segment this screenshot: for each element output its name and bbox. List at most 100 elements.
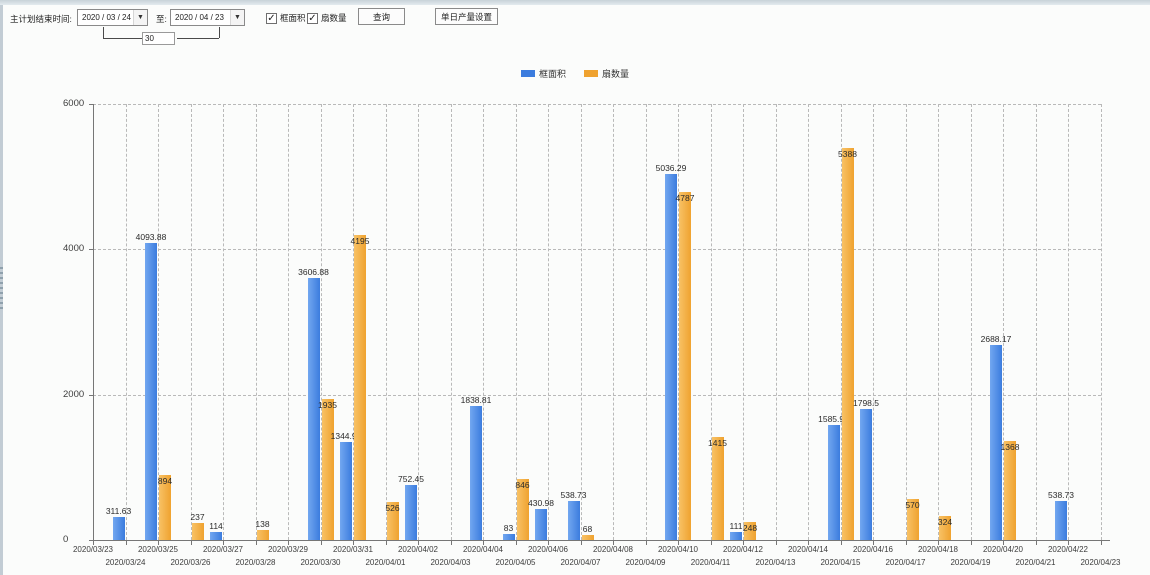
bar-frame_area (567, 500, 580, 540)
legend-label-frame_area: 框面积 (538, 69, 566, 79)
x-axis-label: 2020/04/12 (722, 545, 764, 554)
bar-value-label: 83 (503, 522, 514, 533)
bar-fan_count (906, 498, 919, 540)
x-gridline (1003, 104, 1004, 540)
fan-count-checkbox[interactable]: ✓ 扇数量 (307, 12, 347, 24)
bar-value-label: 1368 (1000, 441, 1020, 452)
x-gridline (905, 104, 907, 540)
y-tick (89, 249, 93, 251)
frame-area-checkbox-label: 框面积 (280, 13, 306, 23)
bar-fan_count (581, 535, 594, 540)
y-gridline (93, 104, 1101, 105)
x-tick (970, 541, 972, 545)
x-gridline (515, 104, 517, 540)
y-gridline (93, 394, 1101, 396)
bar-value-label: 114 (209, 520, 223, 531)
x-axis-label: 2020/03/23 (72, 545, 114, 554)
x-gridline (970, 104, 972, 540)
date-from-select[interactable]: 2020 / 03 / 24 ▼ (77, 9, 148, 26)
x-tick (1003, 541, 1004, 545)
bar-fan_count (386, 501, 399, 540)
x-tick (743, 541, 744, 545)
x-tick (613, 541, 614, 545)
x-axis-label: 2020/04/17 (885, 558, 926, 567)
bar-fan_count (679, 192, 691, 540)
x-gridline (775, 104, 777, 540)
bar-value-label: 1935 (318, 400, 337, 411)
x-gridline (808, 104, 809, 540)
x-gridline (255, 104, 257, 540)
x-axis-label: 2020/04/19 (950, 558, 991, 567)
bar-value-label: 538.73 (1048, 489, 1074, 500)
bar-frame_area (145, 242, 157, 540)
days-offset-input[interactable] (142, 32, 175, 45)
y-gridline (93, 249, 1101, 251)
x-axis-label: 2020/04/13 (755, 558, 796, 567)
bar-frame_area (405, 485, 417, 540)
bar-value-label: 430.98 (528, 497, 554, 508)
x-axis-label: 2020/03/31 (332, 545, 374, 554)
x-gridline (418, 104, 419, 540)
bar-value-label: 68 (582, 524, 593, 535)
x-gridline (353, 104, 354, 540)
x-axis-line (90, 540, 1110, 541)
x-axis-label: 2020/04/18 (917, 545, 959, 554)
x-axis-label: 2020/04/03 (430, 558, 471, 567)
x-axis-label: 2020/04/11 (690, 558, 731, 567)
x-gridline (580, 104, 582, 540)
bar-fan_count (321, 399, 334, 540)
x-axis-label: 2020/04/05 (495, 558, 536, 567)
bar-value-label: 248 (742, 522, 758, 533)
x-tick (288, 541, 289, 545)
bar-value-label: 1344.95 (330, 431, 362, 442)
bar-frame_area (112, 517, 125, 540)
x-gridline (678, 104, 679, 540)
bar-value-label: 237 (190, 511, 205, 522)
bar-value-label: 846 (515, 479, 530, 490)
x-gridline (158, 104, 159, 540)
dropdown-arrow-icon[interactable]: ▼ (133, 10, 147, 25)
x-tick (580, 541, 582, 545)
splitter-grip-icon (0, 267, 3, 311)
fan-count-checkbox-label: 扇数量 (321, 13, 347, 23)
bar-frame_area (535, 508, 547, 540)
bar-value-label: 5036.29 (655, 163, 687, 174)
to-label: 至: (156, 14, 167, 24)
x-axis-label: 2020/03/28 (235, 558, 276, 567)
bar-value-label: 752.45 (398, 474, 424, 485)
x-tick (320, 541, 322, 545)
bar-frame_area (340, 442, 352, 540)
x-axis-label: 2020/04/21 (1015, 558, 1056, 567)
frame-area-checkbox[interactable]: ✓ 框面积 (266, 12, 306, 24)
x-gridline (548, 104, 549, 540)
x-gridline (1100, 104, 1102, 540)
x-axis-label: 2020/04/15 (820, 558, 861, 567)
bar-value-label: 4195 (350, 236, 370, 247)
x-gridline (190, 104, 192, 540)
bar-frame_area (210, 531, 222, 540)
chart-legend: 框面积 扇数量 (0, 67, 1150, 80)
y-axis-label: 2000 (63, 388, 85, 400)
x-tick (873, 541, 874, 545)
left-dock-splitter[interactable] (0, 5, 3, 575)
x-tick (710, 541, 712, 545)
x-gridline (645, 104, 647, 540)
bar-fan_count (744, 521, 756, 540)
bar-value-label: 138 (255, 518, 270, 529)
legend-label-fan_count: 扇数量 (602, 69, 630, 79)
dropdown-arrow-icon[interactable]: ▼ (230, 10, 244, 25)
y-tick (89, 104, 93, 105)
daily-output-settings-button[interactable]: 单日产量设置 (435, 8, 498, 25)
date-to-select[interactable]: 2020 / 04 / 23 ▼ (170, 9, 245, 26)
bar-frame_area (1055, 500, 1067, 540)
x-axis-label: 2020/04/10 (657, 545, 699, 554)
bar-fan_count (1004, 440, 1016, 540)
x-tick (158, 541, 159, 545)
x-tick (93, 541, 94, 545)
connector-line (103, 27, 104, 38)
bar-frame_area (990, 344, 1002, 540)
query-button[interactable]: 查询 (358, 8, 405, 25)
checkbox-checked-icon: ✓ (266, 12, 277, 24)
bar-frame_area (502, 533, 515, 540)
